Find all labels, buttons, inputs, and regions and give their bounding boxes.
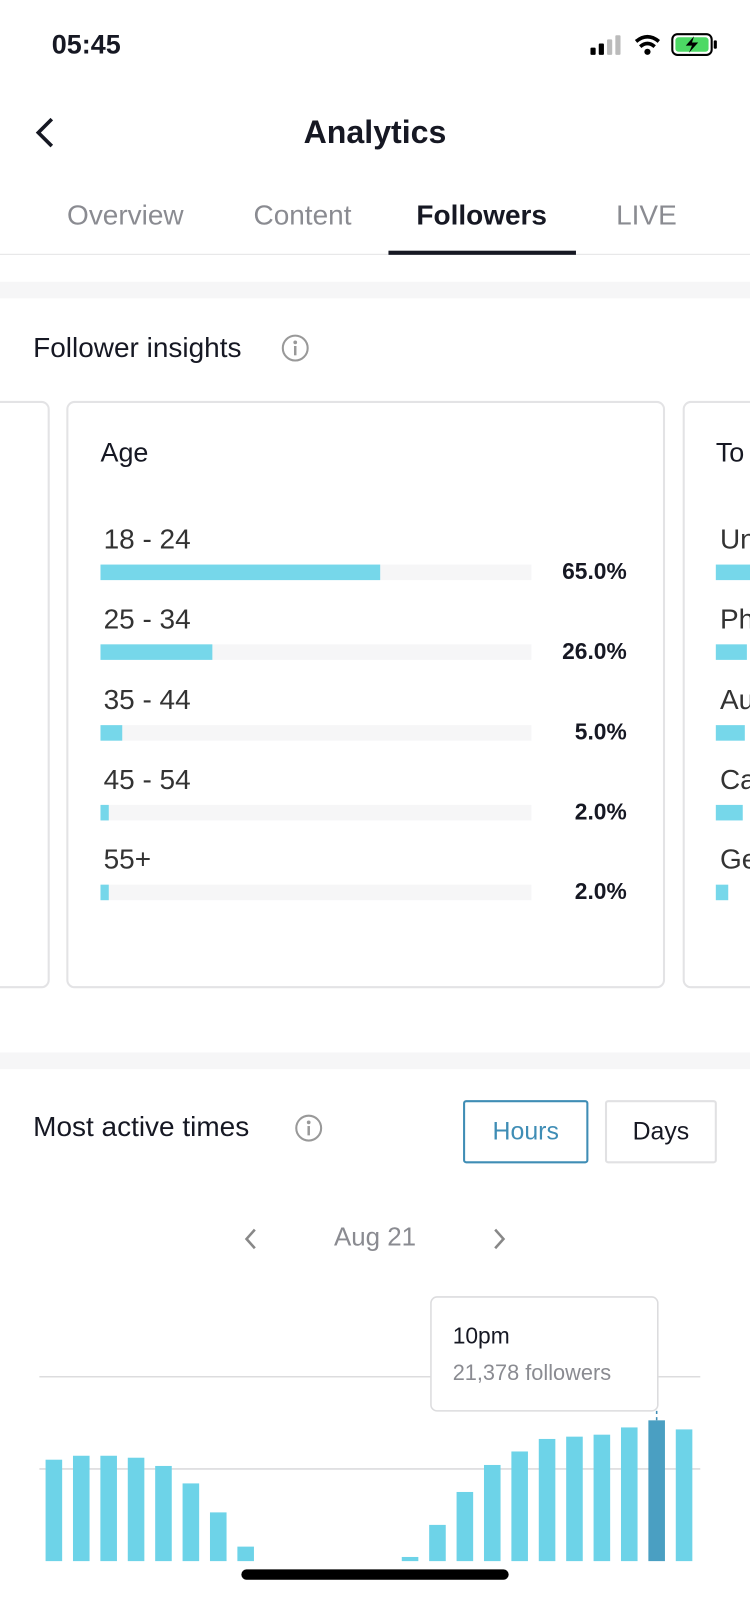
age-bar xyxy=(100,724,123,741)
bar xyxy=(155,1465,172,1562)
age-percent: 65.0% xyxy=(562,558,627,585)
bar xyxy=(511,1451,528,1562)
bar xyxy=(538,1438,556,1562)
bar xyxy=(620,1427,638,1562)
age-percent: 2.0% xyxy=(574,798,627,825)
tab[interactable]: LIVE xyxy=(616,199,677,231)
bar xyxy=(401,1556,419,1562)
next-card-bar xyxy=(715,724,745,741)
bar xyxy=(45,1459,63,1562)
age-label: 55+ xyxy=(103,843,152,876)
next-card-label: Ge xyxy=(719,843,750,876)
date-label: Aug 21 xyxy=(333,1222,417,1252)
next-card-bar xyxy=(715,644,747,661)
bar-track xyxy=(100,884,532,901)
age-percent: 26.0% xyxy=(562,638,627,665)
age-bar xyxy=(100,804,110,821)
tab[interactable]: Followers xyxy=(416,199,547,231)
next-date[interactable] xyxy=(489,1225,510,1252)
age-bar xyxy=(100,644,213,661)
tooltip xyxy=(430,1296,659,1412)
tab[interactable]: Overview xyxy=(67,199,184,231)
next-card-bar xyxy=(715,564,750,581)
bar xyxy=(127,1457,145,1562)
page-title: Analytics xyxy=(303,113,447,151)
age-percent: 2.0% xyxy=(574,878,627,905)
age-bar xyxy=(100,884,110,901)
age-card xyxy=(66,400,666,989)
section-title: Follower insights xyxy=(33,332,242,364)
active-times-chart: 10pm 21,378 followers xyxy=(39,1296,701,1562)
tooltip-value: 21,378 followers xyxy=(453,1360,612,1385)
toggle-button[interactable]: Hours xyxy=(463,1100,589,1164)
bar xyxy=(483,1464,501,1562)
age-label: 25 - 34 xyxy=(103,603,191,635)
bar xyxy=(72,1455,90,1562)
prev-card[interactable] xyxy=(0,400,50,989)
next-card-bar xyxy=(715,804,743,821)
card-title: Age xyxy=(100,436,149,468)
bar xyxy=(675,1429,693,1562)
status-time: 05:45 xyxy=(51,28,121,60)
back-button[interactable] xyxy=(31,116,58,149)
next-card-label: Ca xyxy=(719,763,750,795)
tab-underline xyxy=(388,250,576,255)
age-percent: 5.0% xyxy=(574,718,627,745)
bar xyxy=(182,1483,200,1562)
prev-date[interactable] xyxy=(240,1225,261,1252)
section-separator xyxy=(0,1052,750,1070)
bar xyxy=(456,1491,474,1562)
tab[interactable]: Content xyxy=(253,199,352,231)
next-card-label: Un xyxy=(719,523,750,555)
age-label: 45 - 54 xyxy=(103,763,191,795)
next-card-bar xyxy=(715,884,729,901)
tab-divider xyxy=(0,253,750,255)
bar xyxy=(648,1420,665,1562)
section-separator xyxy=(0,281,750,299)
bar xyxy=(566,1436,583,1562)
tooltip-title: 10pm xyxy=(453,1323,510,1349)
home-indicator xyxy=(241,1569,509,1580)
bar xyxy=(593,1434,611,1562)
age-bar xyxy=(100,564,381,581)
bar xyxy=(429,1524,446,1562)
section-title: Most active times xyxy=(33,1111,250,1143)
next-card[interactable] xyxy=(682,400,750,989)
age-label: 18 - 24 xyxy=(103,523,191,555)
info-icon[interactable] xyxy=(281,334,310,363)
age-label: 35 - 44 xyxy=(103,683,191,715)
bar xyxy=(209,1512,227,1562)
status-icons xyxy=(590,33,717,56)
next-card-label: Au xyxy=(719,683,750,715)
next-card-label: Ph xyxy=(719,603,750,635)
card-title: To xyxy=(715,436,745,468)
bar xyxy=(100,1455,117,1562)
bar xyxy=(237,1546,254,1562)
toggle-button[interactable]: Days xyxy=(604,1100,717,1164)
info-icon[interactable] xyxy=(294,1114,323,1143)
bar-track xyxy=(100,804,532,821)
bar-track xyxy=(100,724,532,741)
